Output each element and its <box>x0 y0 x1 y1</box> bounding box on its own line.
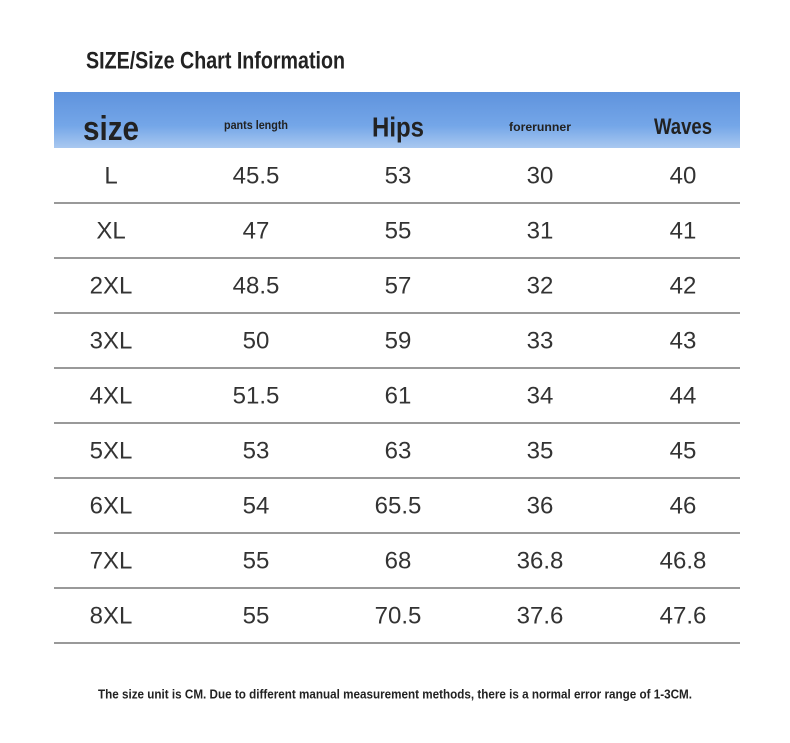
table-cell: 2XL <box>90 272 133 299</box>
table-cell: 8XL <box>90 602 133 629</box>
table-cell: 68 <box>385 547 412 574</box>
title: SIZE/Size Chart Information <box>86 47 345 74</box>
table-cell: 48.5 <box>233 272 280 299</box>
table-cell: 40 <box>670 162 697 189</box>
header-cell: Hips <box>372 111 424 142</box>
table-cell: 31 <box>527 217 554 244</box>
table-cell: 44 <box>670 382 697 409</box>
header-cell: forerunner <box>509 120 571 134</box>
table-cell: 63 <box>385 437 412 464</box>
table-cell: 46 <box>670 492 697 519</box>
table-cell: 35 <box>527 437 554 464</box>
table-cell: 54 <box>243 492 270 519</box>
table-cell: 46.8 <box>660 547 707 574</box>
table-cell: 57 <box>385 272 412 299</box>
table-cell: 50 <box>243 327 270 354</box>
footnote: The size unit is CM. Due to different ma… <box>98 686 692 701</box>
table-cell: 5XL <box>90 437 133 464</box>
table-cell: 47.6 <box>660 602 707 629</box>
table-cell: 42 <box>670 272 697 299</box>
table-cell: 65.5 <box>375 492 422 519</box>
table-cell: 70.5 <box>375 602 422 629</box>
table-cell: 45 <box>670 437 697 464</box>
table-cell: 45.5 <box>233 162 280 189</box>
table-cell: 30 <box>527 162 554 189</box>
table-cell: 4XL <box>90 382 133 409</box>
header-cell: size <box>83 110 139 148</box>
table-cell: 7XL <box>90 547 133 574</box>
table-cell: 6XL <box>90 492 133 519</box>
table-cell: 36.8 <box>517 547 564 574</box>
table-cell: 3XL <box>90 327 133 354</box>
table-cell: 55 <box>243 602 270 629</box>
table-cell: 47 <box>243 217 270 244</box>
table-cell: 43 <box>670 327 697 354</box>
table-cell: 37.6 <box>517 602 564 629</box>
table-cell: 36 <box>527 492 554 519</box>
table-cell: 32 <box>527 272 554 299</box>
table-cell: 53 <box>243 437 270 464</box>
table-cell: 55 <box>243 547 270 574</box>
table-cell: 41 <box>670 217 697 244</box>
table-cell: 33 <box>527 327 554 354</box>
header-band <box>54 92 740 148</box>
table-cell: 53 <box>385 162 412 189</box>
table-cell: XL <box>96 217 125 244</box>
table-cell: 61 <box>385 382 412 409</box>
table-cell: 34 <box>527 382 554 409</box>
table-cell: L <box>104 162 117 189</box>
table-cell: 51.5 <box>233 382 280 409</box>
table-cell: 55 <box>385 217 412 244</box>
table-cell: 59 <box>385 327 412 354</box>
header-cell: Waves <box>654 114 712 139</box>
header-cell: pants length <box>224 118 288 132</box>
